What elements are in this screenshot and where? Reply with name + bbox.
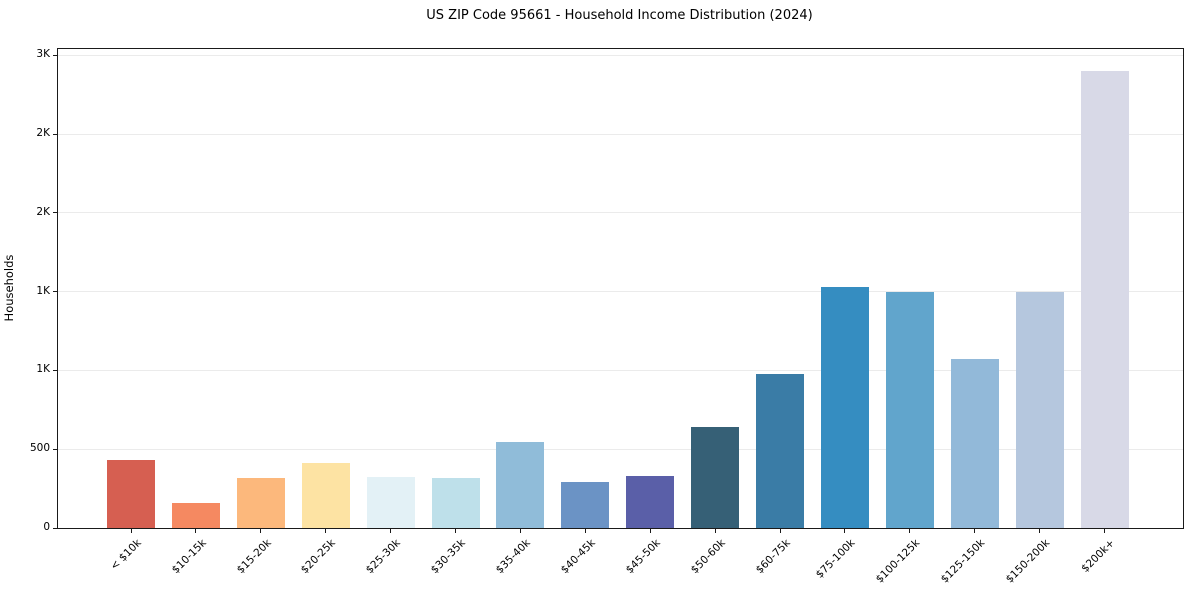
x-tick-mark xyxy=(195,529,197,533)
x-tick-mark xyxy=(260,529,262,533)
bar-75-100k xyxy=(820,286,869,528)
y-tick-mark xyxy=(53,133,57,135)
x-tick-label: $25-30k xyxy=(363,537,404,577)
bar-25-30k xyxy=(366,476,415,528)
bar-100-125k xyxy=(885,291,934,528)
y-tick-label: 500 xyxy=(29,442,50,455)
gridline xyxy=(58,369,1183,371)
y-tick-mark xyxy=(53,369,57,371)
gridline xyxy=(58,54,1183,56)
x-tick-label: $150-200k xyxy=(1003,537,1053,586)
bar-30-35k xyxy=(431,478,480,528)
x-tick-mark xyxy=(1039,529,1041,533)
x-tick-label: $30-35k xyxy=(428,537,468,577)
x-tick-label: $40-45k xyxy=(558,537,598,577)
x-tick-mark xyxy=(519,529,521,533)
bar-15-20k xyxy=(236,478,285,528)
x-tick-mark xyxy=(714,529,716,533)
bar-50-60k xyxy=(691,427,740,528)
x-tick-label: $20-25k xyxy=(299,537,339,577)
bar-45-50k xyxy=(626,476,675,528)
x-tick-mark xyxy=(649,529,651,533)
bar-20-25k xyxy=(301,463,350,528)
bar-40-45k xyxy=(561,481,610,528)
y-tick-mark xyxy=(53,291,57,293)
x-tick-label: < $10k xyxy=(107,537,144,573)
x-tick-label: $50-60k xyxy=(688,537,728,577)
chart-title: US ZIP Code 95661 - Household Income Dis… xyxy=(426,8,813,23)
y-tick-mark xyxy=(53,212,57,214)
y-tick-mark xyxy=(53,527,57,529)
bar-35-40k xyxy=(496,442,545,528)
bar-150-200k xyxy=(1015,291,1064,528)
x-tick-label: $100-125k xyxy=(873,537,923,586)
x-tick-label: $75-100k xyxy=(813,537,858,581)
x-tick-mark xyxy=(325,529,327,533)
x-tick-label: $35-40k xyxy=(493,537,533,577)
y-tick-mark xyxy=(53,448,57,450)
gridline xyxy=(58,448,1183,450)
bar-10-15k xyxy=(171,502,220,528)
x-tick-mark xyxy=(130,529,132,533)
x-tick-label: $200k+ xyxy=(1079,537,1117,575)
y-tick-label: 0 xyxy=(43,521,50,533)
y-tick-label: 2K xyxy=(36,127,50,140)
x-tick-label: $60-75k xyxy=(753,537,793,577)
plot-area: 0 500 1K 1K 2K 2K 3K < $10k $10-15k $15-20k $20-2… xyxy=(30,48,1184,586)
bar-10k xyxy=(107,460,155,528)
x-tick-mark xyxy=(844,529,846,533)
y-tick-label: 2K xyxy=(36,205,50,218)
x-tick-mark xyxy=(1104,529,1105,533)
gridline xyxy=(58,133,1183,135)
gridline xyxy=(58,212,1183,214)
x-tick-label: $15-20k xyxy=(234,537,274,577)
x-tick-mark xyxy=(390,529,392,533)
y-tick-label: 1K xyxy=(36,363,50,376)
x-tick-label: $125-150k xyxy=(938,537,988,586)
bar-60-75k xyxy=(756,374,804,528)
y-tick-label: 1K xyxy=(36,284,50,297)
bar-200k xyxy=(1080,71,1129,528)
x-tick-mark xyxy=(909,529,911,533)
y-tick-mark xyxy=(53,54,57,56)
x-tick-mark xyxy=(455,529,456,533)
x-tick-mark xyxy=(779,529,781,533)
bar-125-150k xyxy=(950,358,999,528)
gridline xyxy=(58,291,1183,293)
x-tick-label: $45-50k xyxy=(623,537,663,577)
x-tick-mark xyxy=(584,529,586,533)
y-tick-label: 3K xyxy=(36,48,50,61)
x-tick-label: $10-15k xyxy=(169,537,209,577)
x-tick-mark xyxy=(974,529,976,533)
